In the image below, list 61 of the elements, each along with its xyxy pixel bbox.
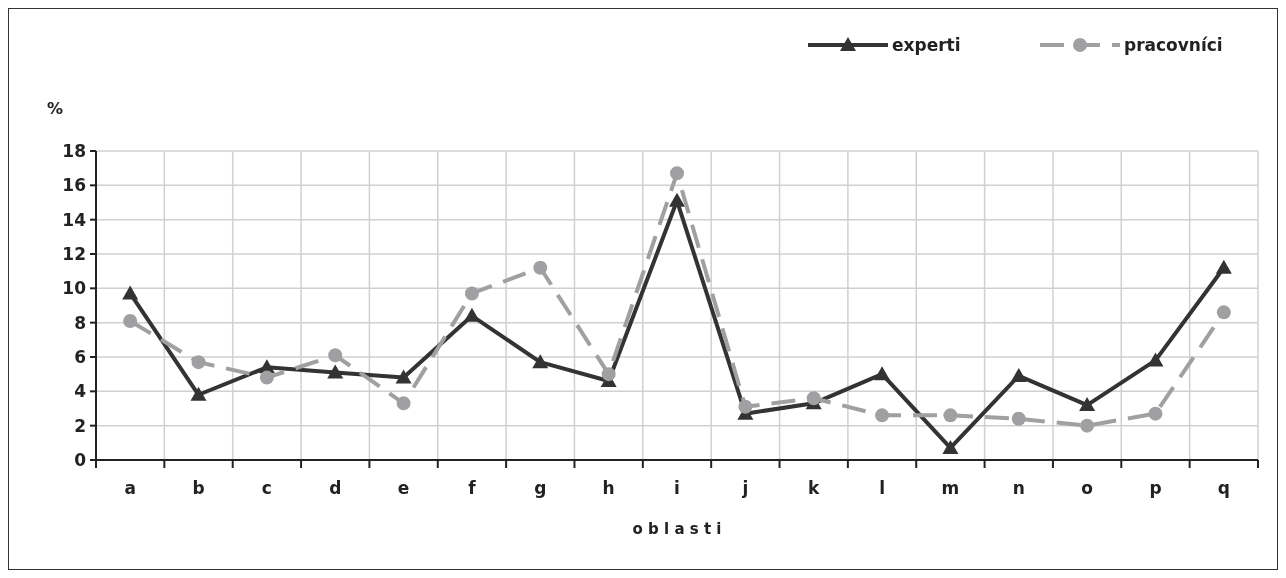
- x-tick-label: o: [1081, 478, 1093, 498]
- x-tick-label: f: [468, 478, 477, 498]
- point: [464, 286, 479, 301]
- y-tick-label: 18: [62, 140, 86, 161]
- point: [259, 370, 274, 385]
- x-axis-title: o b l a s t i: [632, 520, 722, 538]
- y-tick-label: 10: [62, 278, 87, 299]
- point: [1011, 411, 1026, 426]
- point: [1010, 367, 1027, 382]
- point: [669, 192, 685, 207]
- y-tick-label: 12: [62, 243, 86, 264]
- y-tick-label: 8: [74, 312, 86, 333]
- x-tick-label: c: [261, 478, 272, 498]
- legend-label: experti: [892, 34, 961, 55]
- point: [670, 166, 684, 181]
- x-tick-label: d: [329, 478, 342, 498]
- point: [533, 260, 548, 275]
- point: [1080, 418, 1095, 433]
- x-tick-label: a: [124, 478, 136, 498]
- point: [396, 396, 411, 411]
- point: [874, 366, 891, 381]
- x-tick-label: m: [941, 478, 960, 498]
- point: [601, 367, 616, 382]
- point: [395, 369, 412, 384]
- point: [327, 364, 344, 379]
- point: [122, 285, 139, 300]
- x-tick-label: i: [674, 478, 680, 498]
- point: [532, 354, 549, 369]
- y-tick-label: 2: [74, 415, 86, 436]
- point: [1148, 406, 1163, 421]
- y-tick-label: 14: [62, 209, 87, 230]
- point: [1147, 352, 1164, 367]
- x-tick-label: e: [397, 478, 410, 498]
- y-tick-label: 4: [74, 381, 87, 402]
- point: [875, 408, 890, 423]
- x-tick-label: b: [192, 478, 205, 498]
- point: [1216, 305, 1231, 320]
- point: [328, 348, 343, 363]
- x-tick-label: k: [808, 478, 821, 498]
- point: [123, 313, 138, 328]
- point: [191, 355, 206, 370]
- point: [943, 408, 958, 423]
- y-tick-label: 16: [62, 175, 86, 196]
- y-tick-label: 6: [74, 346, 86, 367]
- y-tick-label: 0: [74, 449, 87, 470]
- x-tick-label: g: [534, 478, 547, 498]
- x-tick-label: j: [741, 478, 749, 498]
- x-tick-label: p: [1149, 478, 1162, 498]
- point: [806, 391, 821, 406]
- x-tick-label: q: [1217, 478, 1230, 498]
- point: [190, 386, 207, 401]
- legend-label: pracovníci: [1124, 34, 1223, 55]
- point: [738, 399, 753, 414]
- x-tick-label: l: [879, 478, 885, 498]
- y-axis-title: %: [46, 99, 64, 118]
- x-tick-label: n: [1012, 478, 1025, 498]
- point: [1079, 397, 1096, 412]
- point: [942, 439, 959, 454]
- point: [463, 307, 480, 322]
- x-tick-label: h: [602, 478, 615, 498]
- point: [1215, 259, 1232, 274]
